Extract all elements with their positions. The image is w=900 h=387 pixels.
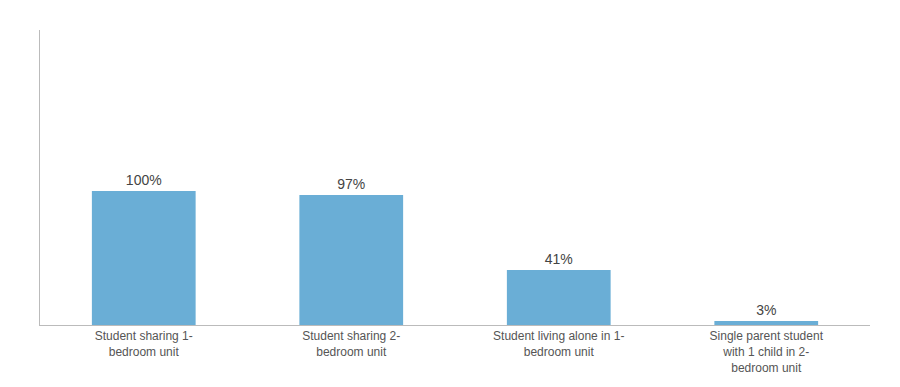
svg-text:Single parent studentwith 1 ch: Single parent studentwith 1 child in 2-b… bbox=[710, 329, 824, 374]
svg-text:3%: 3% bbox=[756, 302, 776, 318]
svg-text:Student sharing 2-bedroom unit: Student sharing 2-bedroom unit bbox=[302, 329, 400, 359]
svg-text:100%: 100% bbox=[126, 172, 162, 188]
svg-text:41%: 41% bbox=[545, 251, 573, 267]
svg-text:Student sharing 1-bedroom unit: Student sharing 1-bedroom unit bbox=[95, 329, 193, 359]
svg-text:97%: 97% bbox=[337, 176, 365, 192]
svg-text:Student living alone in 1-bedr: Student living alone in 1-bedroom unit bbox=[493, 329, 624, 359]
